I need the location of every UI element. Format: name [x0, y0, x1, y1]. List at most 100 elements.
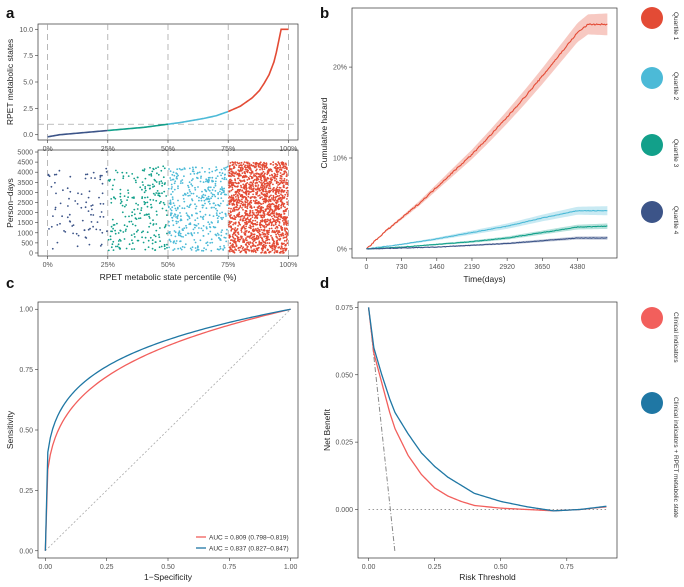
a-bottom-point: [256, 216, 258, 219]
a-bottom-point: [256, 190, 259, 193]
a-bottom-point: [56, 241, 59, 244]
a-bottom-point: [272, 217, 274, 220]
a-bottom-point: [281, 173, 284, 176]
d-ytick-label-2: 0.050: [335, 372, 353, 379]
a-bottom-point: [263, 225, 266, 227]
a-bottom-point: [277, 233, 280, 236]
a-bottom-point: [233, 229, 236, 231]
a-bottom-point: [280, 245, 283, 248]
a-bottom-point: [258, 162, 261, 165]
a-bottom-point: [127, 189, 129, 192]
a-bottom-point: [178, 205, 181, 207]
a-bottom-point: [259, 210, 262, 213]
a-bottom-point: [151, 170, 154, 173]
a-bottom-point: [280, 204, 282, 207]
a-bottom-point: [100, 243, 103, 246]
a-bottom-point: [133, 248, 136, 250]
a-bottom-point: [271, 188, 274, 191]
a-bottom-point: [276, 232, 279, 235]
panel-letter-b: b: [320, 5, 329, 22]
a-bottom-ytick-label-3: 1500: [17, 220, 33, 227]
a-bottom-point: [256, 188, 259, 191]
a-bottom-point: [223, 246, 226, 249]
a-bottom-point: [181, 182, 184, 184]
a-bottom-point: [254, 174, 257, 177]
a-bottom-point: [244, 203, 247, 206]
a-bottom-point: [238, 199, 241, 202]
a-bottom-point: [234, 221, 237, 224]
a-bottom-point: [211, 170, 214, 173]
a-bottom-point: [150, 175, 153, 177]
a-bottom-point: [212, 215, 215, 218]
a-bottom-xtick-label-2: 50%: [161, 262, 175, 269]
a-bottom-point: [136, 208, 139, 210]
a-bottom-point: [285, 183, 287, 185]
a-bottom-point: [283, 181, 285, 184]
a-bottom-point: [162, 176, 165, 179]
a-bottom-point: [185, 224, 187, 227]
a-bottom-point: [230, 189, 233, 192]
a-bottom-point: [240, 236, 243, 239]
a-bottom-point: [166, 243, 168, 246]
a-bottom-point: [200, 199, 203, 202]
a-bottom-point: [102, 216, 105, 218]
a-bottom-point: [228, 234, 231, 237]
a-bottom-point: [253, 248, 256, 251]
a-bottom-point: [170, 212, 172, 215]
a-bottom-point: [254, 217, 256, 219]
d-xtick-label-0: 0.00: [362, 564, 376, 571]
a-bottom-point: [211, 206, 213, 209]
a-bottom-point: [234, 242, 237, 245]
a-bottom-point: [228, 225, 230, 228]
a-bottom-point: [257, 236, 260, 239]
a-bottom-point: [273, 212, 275, 215]
a-bottom-point: [208, 189, 211, 192]
a-bottom-point: [215, 212, 218, 215]
a-bottom-point: [274, 179, 276, 182]
a-bottom-point: [198, 227, 200, 229]
a-bottom-point: [219, 247, 222, 250]
a-bottom-point: [229, 168, 231, 171]
a-bottom-point: [270, 194, 272, 197]
a-bottom-point: [172, 171, 175, 174]
a-bottom-point: [191, 214, 193, 216]
a-bottom-point: [280, 234, 283, 237]
panel-d-chart: 0.00 0.25 0.50 0.75 0.000 0.025 0.050 0.075 Risk…: [322, 301, 618, 582]
panel-a-bottom-chart: 0% 25% 50% 75% 100% 0 500 1000 1500 2000 2500 3000 3…: [5, 150, 299, 282]
a-bottom-point: [246, 247, 248, 249]
a-bottom-point: [280, 215, 283, 218]
a-bottom-point: [256, 244, 259, 247]
a-bottom-point: [88, 190, 91, 193]
a-bottom-point: [235, 198, 238, 201]
a-bottom-point: [163, 167, 166, 170]
a-bottom-point: [250, 246, 253, 249]
a-bottom-point: [75, 232, 78, 235]
c-diagonal: [45, 308, 291, 552]
b-xtick-label-6: 4380: [570, 264, 586, 271]
a-bottom-point: [283, 223, 285, 226]
a-bottom-point: [223, 236, 226, 239]
a-bottom-point: [196, 176, 198, 179]
a-bottom-point: [112, 224, 115, 226]
a-bottom-point: [200, 197, 203, 200]
a-bottom-point: [221, 218, 223, 221]
a-bottom-point: [229, 164, 231, 167]
a-bottom-point: [157, 192, 160, 195]
a-bottom-point: [87, 228, 90, 231]
a-bottom-point: [59, 202, 62, 205]
a-bottom-point: [281, 220, 284, 222]
a-bottom-point: [87, 196, 90, 199]
a-bottom-point: [202, 196, 205, 199]
a-bottom-point: [265, 223, 267, 226]
a-bottom-point: [285, 167, 288, 170]
panel-a-top-chart: 0% 25% 50% 75% 100% 0.0 2.5 5.0 7.5 10.0 RPET meta…: [5, 23, 299, 153]
a-bottom-ytick-label-9: 4500: [17, 160, 33, 167]
legend-model-label-1: Clinical indicators + RPET metabolic sta…: [672, 397, 679, 518]
a-bottom-point: [150, 206, 153, 209]
a-bottom-point: [126, 199, 128, 202]
a-bottom-point: [201, 216, 204, 219]
a-bottom-point: [92, 225, 94, 228]
a-bottom-point: [151, 247, 154, 250]
a-bottom-point: [258, 230, 261, 233]
a-bottom-point: [259, 161, 262, 164]
